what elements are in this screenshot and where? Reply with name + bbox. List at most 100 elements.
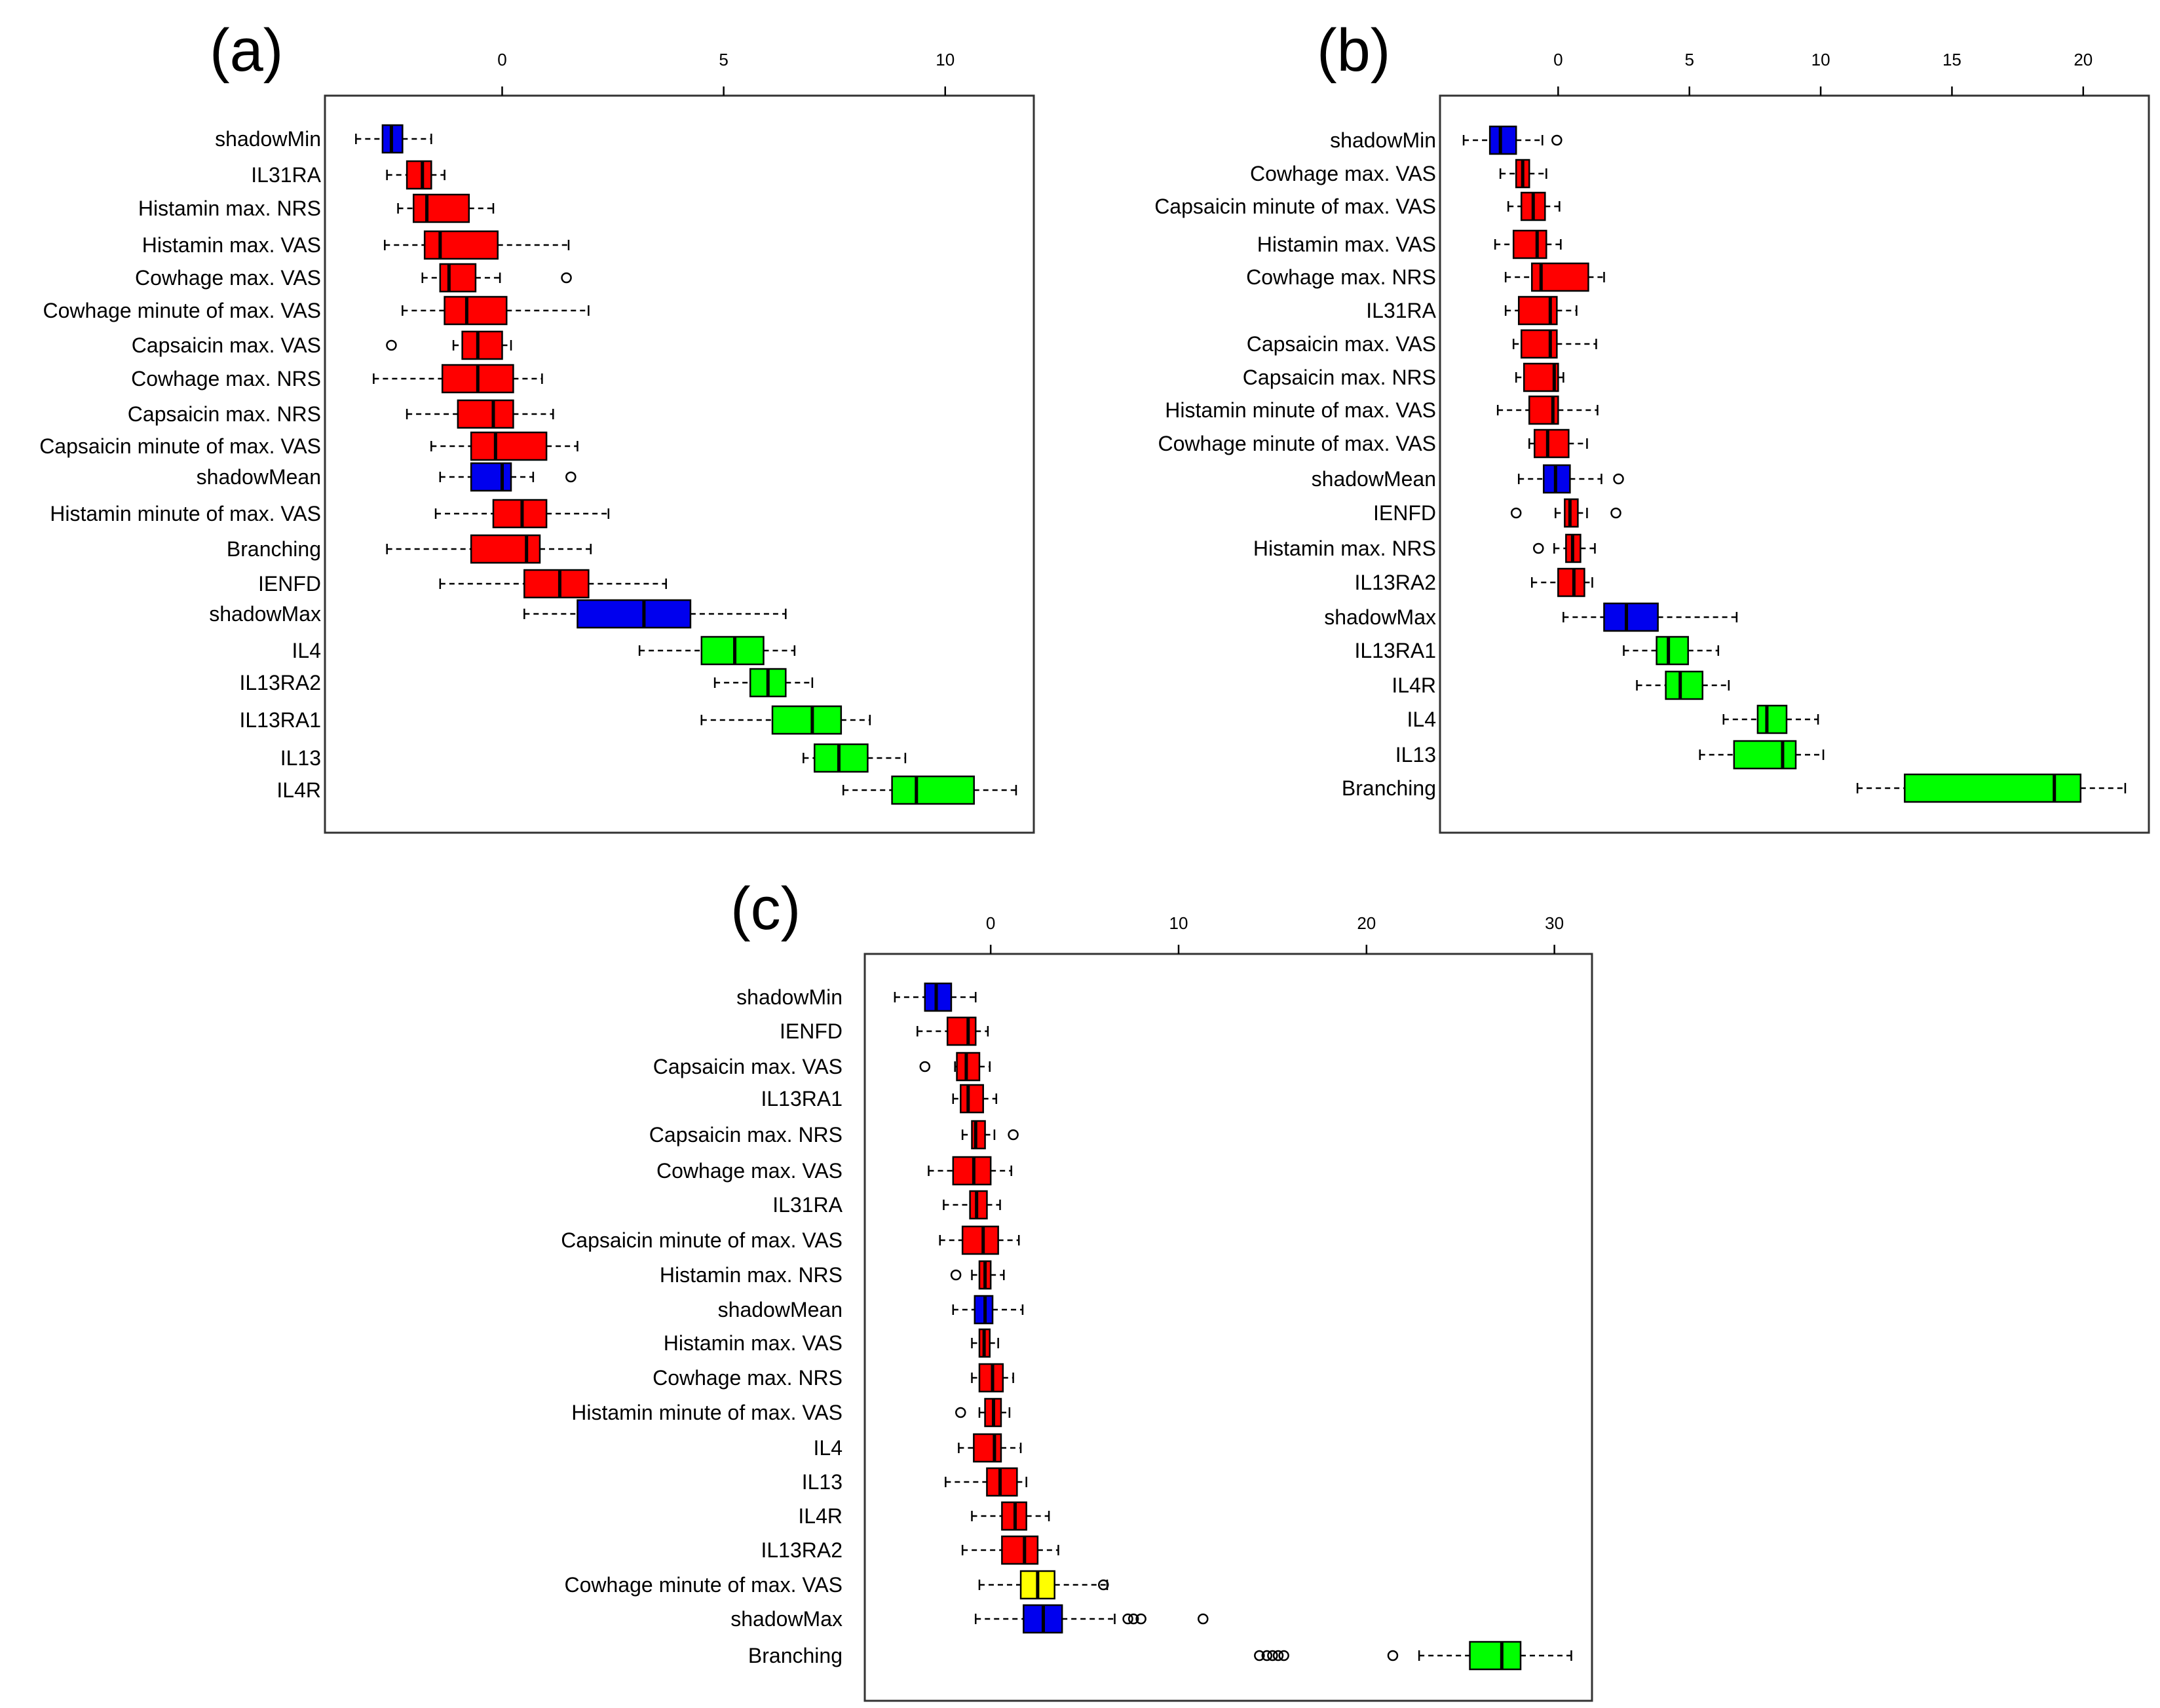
box-row: IL31RA: [1366, 295, 1578, 326]
box: [406, 160, 432, 190]
row-label: Capsaicin max. VAS: [132, 333, 321, 357]
box-row: Branching: [748, 1641, 1572, 1671]
box: [973, 1433, 1002, 1463]
row-label: IL13: [280, 746, 321, 770]
row-label: shadowMax: [209, 602, 321, 626]
box: [814, 743, 869, 773]
box-row: IL13RA2: [1354, 567, 1593, 598]
box-row: shadowMax: [1324, 602, 1738, 632]
box-row: Cowhage minute of max. VAS: [43, 295, 590, 326]
tick-label: 15: [1942, 50, 1961, 69]
row-label: shadowMax: [730, 1607, 843, 1631]
box-row: Histamin max. NRS: [660, 1260, 1005, 1290]
box-row: IL13: [1395, 740, 1825, 770]
box-row: Histamin max. VAS: [1257, 229, 1562, 259]
box: [960, 1084, 984, 1114]
box: [523, 569, 590, 599]
box-row: IL4: [292, 636, 796, 666]
box: [1001, 1535, 1039, 1565]
row-label: Capsaicin minute of max. VAS: [561, 1228, 843, 1252]
outlier-point: [1551, 134, 1563, 146]
row-label: Capsaicin max. VAS: [1247, 332, 1436, 356]
row-label: shadowMax: [1324, 605, 1436, 629]
row-label: IENFD: [780, 1019, 843, 1043]
box: [1557, 567, 1585, 598]
box-row: shadowMean: [1312, 464, 1624, 494]
box: [1534, 428, 1570, 459]
box-row: Capsaicin max. VAS: [132, 330, 512, 360]
outlier-point: [1267, 1650, 1278, 1661]
row-label: Cowhage max. VAS: [656, 1159, 843, 1183]
box-row: shadowMax: [209, 599, 787, 629]
box-row: Cowhage max. VAS: [1250, 159, 1547, 189]
row-label: Histamin minute of max. VAS: [571, 1401, 843, 1424]
box: [439, 263, 477, 293]
outlier-point: [1533, 542, 1544, 554]
row-label: Cowhage max. VAS: [135, 266, 321, 290]
box-row: Capsaicin minute of max. VAS: [561, 1225, 1020, 1255]
tick-label: 20: [2074, 50, 2093, 69]
box: [946, 1016, 977, 1046]
box-row: Capsaicin max. NRS: [649, 1120, 1019, 1150]
box: [1523, 362, 1559, 392]
outlier-point: [1387, 1650, 1399, 1661]
tick-label: 0: [986, 913, 995, 933]
row-label: IL13RA1: [1354, 639, 1436, 662]
tick-label: 5: [719, 50, 728, 69]
box: [457, 399, 514, 429]
box: [577, 599, 692, 629]
outlier-point: [950, 1269, 962, 1281]
row-label: shadowMin: [215, 127, 321, 151]
box-row: Histamin max. NRS: [1253, 533, 1596, 563]
row-label: Capsaicin max. NRS: [649, 1123, 843, 1147]
panel-label: (a): [210, 17, 283, 84]
row-label: IL4R: [798, 1504, 843, 1528]
row-label: shadowMin: [736, 985, 843, 1009]
box: [891, 775, 975, 805]
box-row: IENFD: [1373, 498, 1621, 528]
row-label: IL31RA: [1366, 299, 1436, 322]
box-row: IL13RA2: [239, 668, 814, 698]
row-label: Cowhage max. NRS: [131, 367, 321, 390]
box-row: Cowhage minute of max. VAS: [565, 1570, 1109, 1600]
row-label: IL13RA2: [1354, 571, 1436, 594]
row-label: IENFD: [258, 572, 321, 596]
row-label: Cowhage minute of max. VAS: [43, 299, 322, 322]
box: [413, 193, 470, 223]
row-label: Histamin max. VAS: [664, 1331, 843, 1355]
box-row: IENFD: [780, 1016, 989, 1046]
box: [1665, 670, 1703, 700]
outlier-point: [1122, 1613, 1133, 1625]
row-label: IL13: [802, 1470, 843, 1494]
box-row: Histamin minute of max. VAS: [50, 499, 610, 529]
box: [969, 1190, 988, 1220]
box-row: shadowMin: [1330, 125, 1563, 155]
plot-frame: [863, 953, 1593, 1702]
outlier-point: [955, 1407, 966, 1418]
box-row: IL31RA: [251, 160, 445, 190]
row-label: Branching: [748, 1644, 843, 1667]
tick-label: 10: [1811, 50, 1830, 69]
box: [1469, 1641, 1522, 1671]
tick-label: 30: [1545, 913, 1564, 933]
outlier-point: [1198, 1613, 1209, 1625]
box: [1904, 773, 2082, 803]
box-row: Capsaicin minute of max. VAS: [39, 431, 578, 461]
box: [1656, 636, 1689, 666]
row-label: IL31RA: [251, 163, 321, 187]
box: [461, 330, 503, 360]
box: [1733, 740, 1797, 770]
row-label: IL31RA: [772, 1193, 843, 1217]
outlier-point: [1278, 1650, 1289, 1661]
box: [956, 1052, 981, 1082]
outlier-point: [1610, 507, 1621, 519]
row-label: IL13RA1: [239, 708, 321, 732]
box-row: Capsaicin max. VAS: [653, 1052, 991, 1082]
box-row: Cowhage max. VAS: [135, 263, 572, 293]
tick-label: 0: [1553, 50, 1563, 69]
row-label: Capsaicin max. NRS: [128, 402, 321, 426]
tick-label: 10: [1169, 913, 1188, 933]
box-row: Histamin max. VAS: [142, 230, 570, 260]
